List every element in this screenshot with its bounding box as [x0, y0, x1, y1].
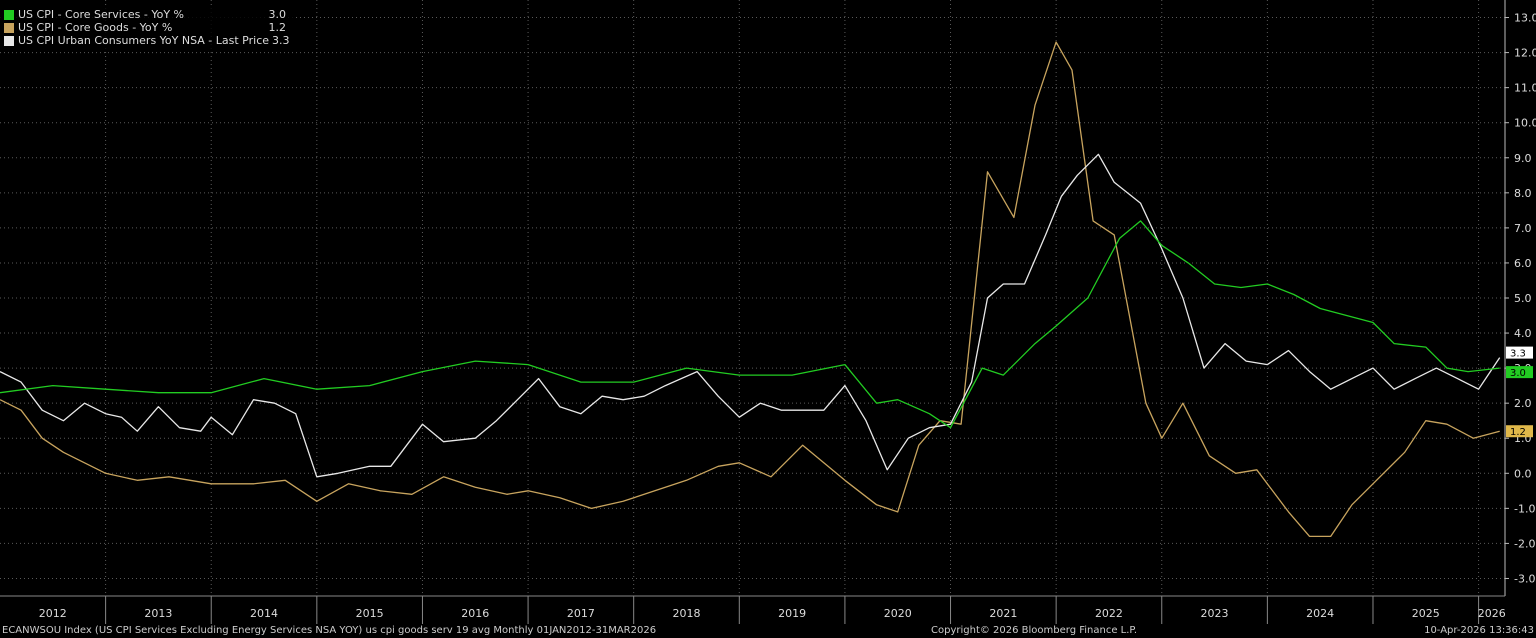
footer-copyright: Copyright© 2026 Bloomberg Finance L.P. — [931, 625, 1138, 636]
y-tick-label: 13.0 — [1514, 12, 1536, 25]
x-tick-label: 2024 — [1306, 607, 1334, 620]
last-value-tag — [1506, 366, 1533, 379]
x-tick-label: 2016 — [461, 607, 489, 620]
x-tick-label: 2015 — [356, 607, 384, 620]
x-tick-label: 2012 — [39, 607, 67, 620]
grid-lines — [0, 0, 1505, 596]
y-tick-label: 5.0 — [1514, 292, 1532, 305]
x-axis: 2012 2013 2014 2015 2016 2017 2018 2019 2020 2021… — [0, 595, 1506, 624]
legend-label: US CPI - Core Goods - YoY % — [18, 21, 173, 34]
y-tick-label: -1.0 — [1514, 502, 1535, 515]
chart-legend: US CPI - Core Services - YoY % 3.0 US CP… — [0, 6, 294, 49]
x-tick-label: 2019 — [778, 607, 806, 620]
legend-value: 3.3 — [272, 34, 290, 47]
footer-timestamp: 10-Apr-2026 13:36:43 — [1424, 625, 1534, 636]
series-line — [0, 220, 1500, 429]
y-tick-label: 7.0 — [1514, 222, 1532, 235]
x-tick-label: 2017 — [567, 607, 595, 620]
y-tick-label: 9.0 — [1514, 152, 1532, 165]
legend-label: US CPI - Core Services - YoY % — [18, 8, 185, 21]
series-line — [0, 153, 1501, 478]
legend-swatch-cpi-urban — [4, 35, 14, 46]
x-tick-label: 2018 — [672, 607, 700, 620]
y-tick-label: 11.0 — [1514, 82, 1536, 95]
legend-item-core-goods: US CPI - Core Goods - YoY % 1.2 — [4, 21, 290, 34]
legend-swatch-core-services — [4, 9, 14, 20]
last-value-tag-label: 1.2 — [1510, 427, 1526, 438]
legend-value: 1.2 — [268, 21, 287, 34]
series-lines — [0, 41, 1501, 538]
last-value-tag — [1506, 346, 1533, 359]
legend-item-cpi-urban: US CPI Urban Consumers YoY NSA - Last Pr… — [4, 34, 290, 47]
y-tick-label: 8.0 — [1514, 187, 1532, 200]
last-value-tag-label: 3.0 — [1510, 368, 1526, 379]
legend-label: US CPI Urban Consumers YoY NSA - Last Pr… — [18, 34, 270, 47]
chart-canvas: 13.0 12.0 11.0 10.0 9.0 8.0 7.0 6.0 5.0 4.0 3.0 2.0… — [0, 0, 1536, 624]
y-tick-label: 10.0 — [1514, 117, 1536, 130]
footer-bar: ECANWSOU Index (US CPI Services Excludin… — [0, 624, 1536, 638]
last-value-tag — [1506, 425, 1533, 438]
x-tick-label: 2014 — [250, 607, 278, 620]
legend-item-core-services: US CPI - Core Services - YoY % 3.0 — [4, 8, 290, 21]
y-tick-label: -3.0 — [1514, 572, 1535, 585]
y-axis: 13.0 12.0 11.0 10.0 9.0 8.0 7.0 6.0 5.0 4.0 3.0 2.0… — [1504, 0, 1536, 596]
x-tick-label: 2026 — [1478, 607, 1506, 620]
x-tick-label: 2013 — [144, 607, 172, 620]
y-tick-label: 12.0 — [1514, 47, 1536, 60]
legend-value: 3.0 — [268, 8, 287, 21]
y-tick-label: 4.0 — [1514, 327, 1532, 340]
x-tick-label: 2025 — [1412, 607, 1440, 620]
last-value-tags: 3.3 3.0 1.2 — [1506, 346, 1533, 438]
footer-source: ECANWSOU Index (US CPI Services Excludin… — [2, 625, 657, 636]
last-value-tag-label: 3.3 — [1510, 349, 1526, 360]
x-tick-label: 2023 — [1201, 607, 1229, 620]
y-tick-label: 2.0 — [1514, 397, 1532, 410]
series-line — [0, 41, 1500, 538]
legend-swatch-core-goods — [4, 22, 14, 33]
y-tick-label: 6.0 — [1514, 257, 1532, 270]
x-tick-label: 2022 — [1095, 607, 1123, 620]
y-tick-label: 0.0 — [1514, 467, 1532, 480]
x-tick-label: 2020 — [884, 607, 912, 620]
y-tick-label: -2.0 — [1514, 537, 1535, 550]
x-tick-label: 2021 — [989, 607, 1017, 620]
